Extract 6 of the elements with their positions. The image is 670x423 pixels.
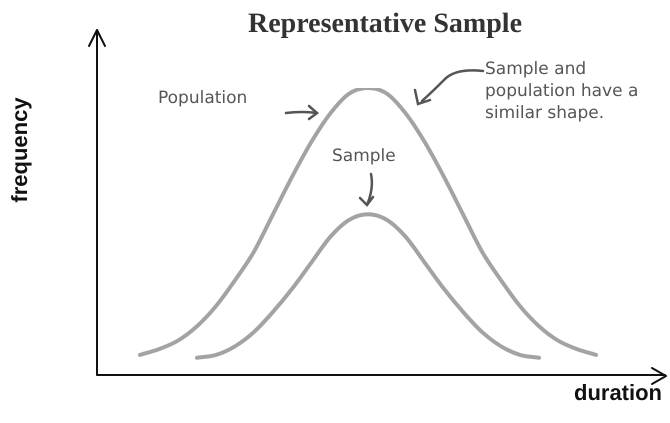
- annotation: Population: [158, 88, 248, 108]
- y-axis-title: frequency: [7, 97, 33, 203]
- annotation: Sample and population have a similar shape.: [485, 58, 640, 124]
- x-axis-title: duration: [574, 380, 662, 406]
- annotation: Sample: [332, 146, 396, 166]
- chart-title: Representative Sample: [248, 8, 522, 40]
